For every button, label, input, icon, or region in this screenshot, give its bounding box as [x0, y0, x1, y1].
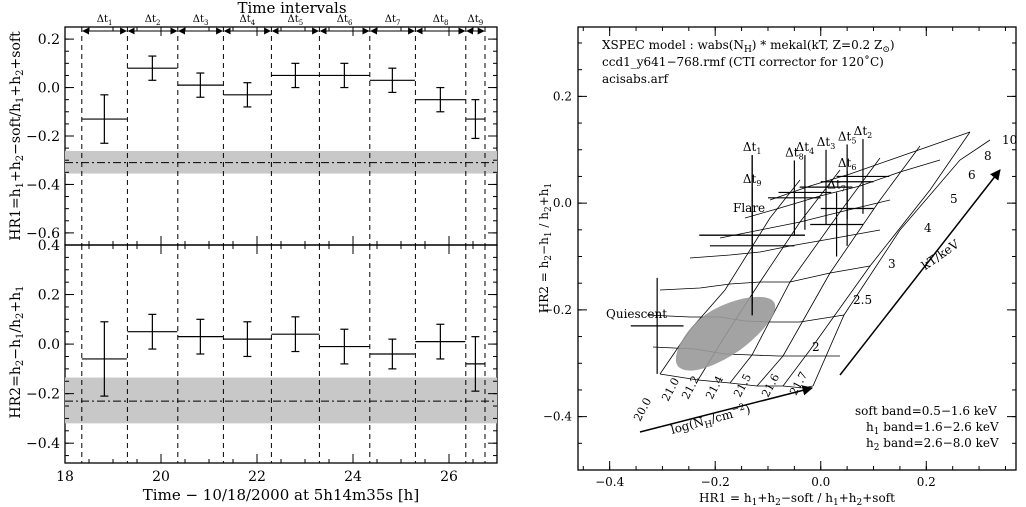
interval-label: Δt6: [337, 14, 353, 27]
time-xtick-label: 18: [56, 469, 74, 485]
kT-label-4: 4: [924, 221, 932, 235]
nh-axis-label: log(NH/cm−2): [669, 401, 753, 440]
right-panel: XSPEC model : wabs(NH) * mekal(kT, Z=0.2…: [537, 26, 1017, 507]
color-point-label: Δt8: [785, 145, 804, 161]
nh-label-21-4: 21.4: [703, 374, 726, 402]
hr2-ytick-label: 0.0: [38, 337, 60, 353]
quiescent-annotation: Quiescent: [606, 307, 667, 321]
right-ytick-label: 0.2: [553, 89, 572, 103]
time-xtick-label: 20: [152, 469, 170, 485]
time-xtick-label: 24: [344, 469, 362, 485]
hr1-ytick-label: 0.2: [38, 32, 60, 48]
right-ytick-label: −0.4: [543, 410, 573, 424]
hr1-ytick-label: −0.6: [26, 226, 60, 242]
time-xtick-label: 26: [440, 469, 458, 485]
right-xtick-label: 0.0: [811, 475, 830, 489]
color-point-label: Δt2: [854, 124, 873, 140]
hr2-ytick-label: 0.4: [38, 238, 60, 254]
color-point-label: Δt1: [743, 140, 762, 156]
time-xtick-label: 22: [248, 469, 266, 485]
color-point-label: Δt3: [817, 135, 836, 151]
nh-label-20-0: 20.0: [631, 396, 654, 424]
info-line-1: XSPEC model : wabs(NH) * mekal(kT, Z=0.2…: [602, 38, 895, 55]
color-point-label: Δt9: [743, 172, 762, 188]
kT-axis-label: kT/keV: [919, 237, 962, 273]
hr2-ytick-label: −0.2: [26, 387, 60, 403]
kT-label-6: 6: [968, 168, 976, 182]
hr1-ytick-label: −0.2: [26, 129, 60, 145]
kT-label-3: 3: [888, 257, 896, 271]
interval-label: Δt2: [145, 14, 161, 27]
interval-label: Δt3: [193, 14, 209, 27]
kT-label-10: 10: [1002, 133, 1017, 147]
color-point-label: Δt4: [796, 140, 815, 156]
right-xtick-label: −0.4: [595, 475, 625, 489]
interval-label: Δt4: [240, 14, 256, 27]
hr2-y-axis-label: HR2=h2−h1/h2+h1: [8, 285, 26, 418]
info-line-3: acisabs.arf: [602, 72, 670, 86]
nh-label-21-7: 21.7: [787, 370, 810, 398]
hr2-y-axis-label-right: HR2 = h2−h1 / h2+h1: [537, 183, 554, 313]
model-grid: [646, 131, 991, 389]
kT-label-8: 8: [984, 149, 992, 163]
hr1-ytick-label: 0.0: [38, 81, 60, 97]
right-xtick-label: −0.2: [701, 475, 730, 489]
interval-label: Δt5: [288, 14, 304, 27]
time-intervals-title: Time intervals: [237, 0, 346, 17]
kT-label-2-5: 2.5: [853, 293, 872, 307]
hr2-plot-frame: [64, 244, 498, 464]
info-line-2: ccd1_y641−768.rmf (CTI corrector for 120…: [602, 54, 884, 69]
kT-label-5: 5: [950, 192, 958, 206]
flare-annotation: Flare: [733, 201, 765, 215]
time-x-axis-label: Time − 10/18/2000 at 5h14m35s [h]: [143, 486, 419, 504]
color-point-label: Δt7: [827, 177, 846, 193]
quiescent-confidence-region: [675, 296, 776, 371]
nh-axis-arrow: [639, 385, 814, 433]
color-point-label: Δt6: [838, 156, 857, 172]
hr2-ytick-label: 0.2: [38, 288, 60, 304]
nh-label-21-6: 21.6: [759, 372, 782, 400]
kT-axis-arrow: [839, 169, 1001, 376]
kT-label-2: 2: [812, 340, 820, 354]
hr1-x-axis-label: HR1 = h1+h2−soft / h1+h2+soft: [699, 491, 895, 507]
interval-label: Δt7: [385, 14, 401, 27]
interval-label: Δt8: [433, 14, 449, 27]
right-ytick-label: 0.0: [553, 196, 572, 210]
right-ytick-label: −0.2: [543, 303, 572, 317]
hr1-plot-frame: [64, 26, 498, 246]
interval-label: Δt1: [97, 14, 113, 27]
band-line-soft: soft band=0.5−1.6 keV: [855, 404, 997, 418]
hr1-ytick-label: −0.4: [26, 177, 60, 193]
color-point-label: Δt5: [838, 129, 857, 145]
hr2-quiescent-band: [65, 377, 497, 424]
band-line-h1: h1 band=1.6−2.6 keV: [866, 420, 999, 437]
right-xtick-label: 0.2: [917, 475, 936, 489]
hr2-ytick-label: −0.4: [26, 436, 60, 452]
hr1-y-axis-label: HR1=h1+h2−soft/h1+h2+soft: [8, 31, 26, 241]
interval-label: Δt9: [468, 14, 484, 27]
color-color-plot-frame: [577, 26, 1017, 471]
band-line-h2: h2 band=2.6−8.0 keV: [866, 436, 999, 453]
nh-label-21-0: 21.0: [659, 376, 682, 404]
